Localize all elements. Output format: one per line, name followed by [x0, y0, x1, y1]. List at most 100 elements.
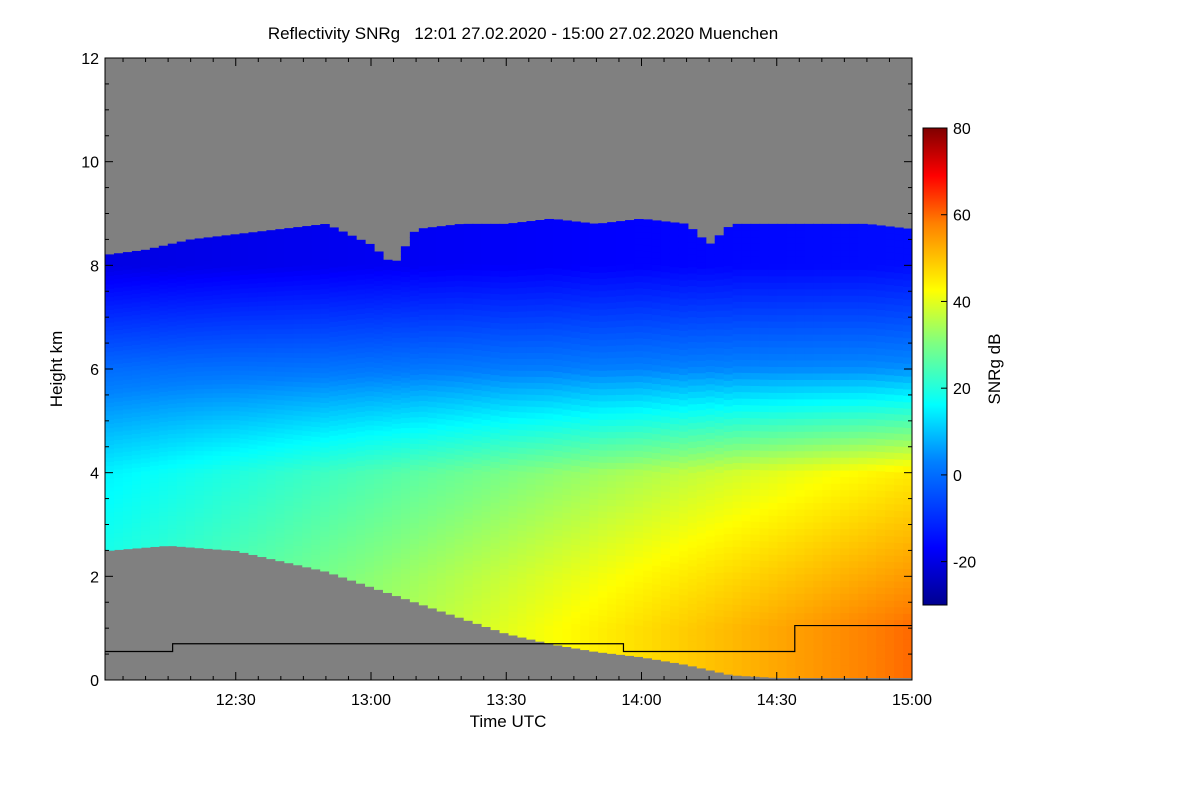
- reflectivity-cell: [634, 443, 644, 451]
- reflectivity-cell: [338, 468, 348, 474]
- reflectivity-cell: [634, 225, 644, 233]
- reflectivity-cell: [535, 232, 545, 239]
- reflectivity-cell: [409, 443, 420, 450]
- reflectivity-cell: [356, 480, 366, 486]
- reflectivity-cell: [400, 513, 411, 519]
- reflectivity-cell: [571, 392, 581, 399]
- reflectivity-cell: [598, 633, 608, 641]
- reflectivity-cell: [203, 423, 214, 429]
- reflectivity-cell: [356, 431, 366, 437]
- reflectivity-cell: [158, 455, 169, 461]
- reflectivity-cell: [212, 272, 223, 278]
- reflectivity-cell: [374, 420, 384, 426]
- reflectivity-cell: [302, 445, 312, 451]
- reflectivity-cell: [338, 443, 348, 450]
- reflectivity-cell: [589, 528, 599, 536]
- reflectivity-cell: [580, 460, 590, 468]
- reflectivity-cell: [481, 292, 492, 300]
- reflectivity-cell: [194, 432, 205, 438]
- reflectivity-cell: [329, 385, 339, 392]
- reflectivity-cell: [105, 533, 115, 538]
- reflectivity-cell: [409, 543, 420, 550]
- reflectivity-cell: [131, 463, 142, 468]
- reflectivity-cell: [705, 389, 716, 397]
- reflectivity-cell: [526, 525, 536, 533]
- reflectivity-cell: [409, 305, 420, 312]
- reflectivity-cell: [248, 310, 259, 316]
- reflectivity-cell: [499, 334, 510, 342]
- reflectivity-cell: [463, 359, 474, 367]
- reflectivity-cell: [230, 351, 241, 357]
- reflectivity-cell: [257, 491, 267, 497]
- reflectivity-cell: [705, 322, 716, 330]
- reflectivity-cell: [669, 643, 680, 651]
- reflectivity-cell: [535, 562, 545, 570]
- reflectivity-cell: [454, 600, 465, 607]
- reflectivity-cell: [553, 407, 563, 415]
- reflectivity-cell: [607, 591, 617, 599]
- reflectivity-cell: [230, 347, 241, 353]
- reflectivity-cell: [347, 398, 357, 404]
- reflectivity-cell: [589, 241, 599, 249]
- reflectivity-cell: [723, 520, 734, 528]
- reflectivity-cell: [544, 321, 554, 329]
- reflectivity-cell: [714, 278, 725, 286]
- reflectivity-cell: [203, 259, 214, 265]
- reflectivity-cell: [374, 487, 384, 494]
- reflectivity-cell: [149, 525, 160, 530]
- reflectivity-cell: [463, 586, 474, 593]
- reflectivity-cell: [607, 351, 617, 359]
- reflectivity-cell: [418, 588, 429, 595]
- reflectivity-cell: [221, 307, 232, 313]
- reflectivity-cell: [149, 333, 160, 338]
- reflectivity-cell: [481, 494, 492, 501]
- reflectivity-cell: [158, 481, 169, 487]
- reflectivity-cell: [391, 495, 402, 501]
- reflectivity-cell: [382, 350, 393, 356]
- reflectivity-cell: [167, 260, 178, 266]
- reflectivity-cell: [687, 360, 698, 367]
- reflectivity-cell: [212, 245, 223, 251]
- reflectivity-cell: [400, 427, 411, 434]
- reflectivity-cell: [140, 347, 151, 353]
- reflectivity-cell: [669, 561, 680, 569]
- reflectivity-cell: [481, 264, 492, 271]
- reflectivity-cell: [436, 533, 447, 541]
- reflectivity-cell: [508, 529, 519, 536]
- reflectivity-cell: [732, 559, 743, 567]
- reflectivity-cell: [347, 402, 357, 409]
- reflectivity-cell: [616, 604, 626, 612]
- reflectivity-cell: [472, 617, 483, 624]
- reflectivity-cell: [535, 514, 545, 522]
- reflectivity-cell: [248, 535, 259, 542]
- reflectivity-cell: [526, 519, 536, 527]
- reflectivity-cell: [481, 361, 492, 369]
- reflectivity-cell: [382, 454, 393, 460]
- reflectivity-cell: [705, 548, 716, 555]
- reflectivity-cell: [607, 406, 617, 414]
- reflectivity-cell: [625, 617, 635, 625]
- reflectivity-cell: [293, 251, 303, 257]
- reflectivity-cell: [535, 442, 545, 450]
- reflectivity-cell: [284, 256, 294, 263]
- reflectivity-cell: [687, 403, 698, 411]
- reflectivity-cell: [382, 440, 393, 446]
- reflectivity-cell: [221, 311, 232, 317]
- reflectivity-cell: [113, 494, 124, 500]
- reflectivity-cell: [643, 294, 653, 302]
- reflectivity-cell: [481, 534, 492, 541]
- reflectivity-cell: [660, 459, 671, 467]
- reflectivity-cell: [320, 546, 330, 552]
- reflectivity-cell: [687, 372, 698, 380]
- reflectivity-cell: [131, 454, 142, 460]
- reflectivity-cell: [149, 260, 160, 266]
- reflectivity-cell: [517, 399, 528, 407]
- reflectivity-cell: [517, 316, 528, 324]
- reflectivity-cell: [122, 319, 133, 325]
- reflectivity-cell: [176, 489, 187, 495]
- reflectivity-cell: [347, 353, 357, 360]
- reflectivity-cell: [678, 481, 689, 489]
- reflectivity-cell: [490, 333, 501, 341]
- reflectivity-cell: [140, 389, 151, 395]
- reflectivity-cell: [391, 566, 402, 573]
